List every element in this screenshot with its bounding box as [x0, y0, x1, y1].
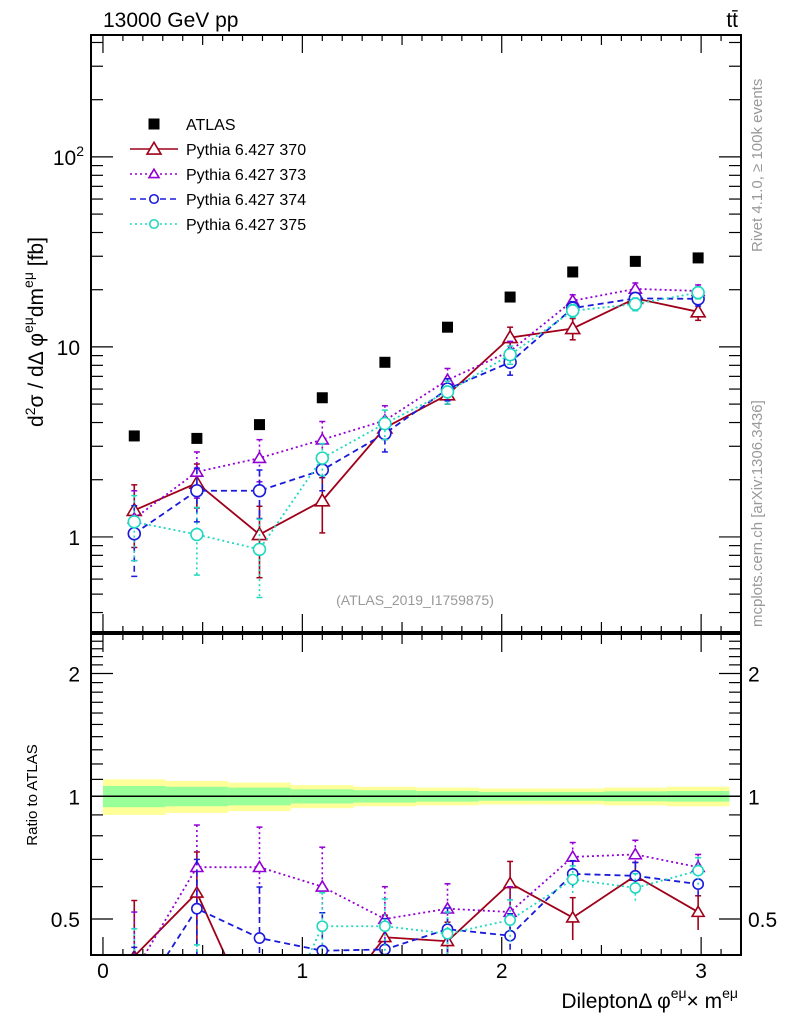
- legend-marker-atlas: [148, 118, 160, 130]
- legend-label-pythia-6-427-374: Pythia 6.427 374: [186, 192, 306, 209]
- data-point-pythia-6-427-375: [127, 515, 142, 529]
- ratio-y-tick-label-left: 1: [68, 786, 80, 809]
- ratio-point-pythia-6-427-370: [565, 910, 581, 923]
- series-line-pythia-6-427-374: [133, 297, 699, 535]
- main-plot-frame: [90, 34, 742, 633]
- data-point-pythia-6-427-374: [127, 526, 142, 541]
- ratio-point-pythia-6-427-373: [627, 847, 643, 860]
- data-point-pythia-6-427-375: [503, 347, 517, 362]
- data-point-atlas: [692, 252, 704, 264]
- ratio-point-pythia-6-427-373: [252, 859, 267, 873]
- data-point-atlas: [567, 266, 579, 278]
- main-plot-marks: [125, 252, 707, 599]
- ratio-line-pythia-6-427-375: [308, 869, 699, 955]
- legend-item-pythia-6-427-375: Pythia 6.427 375: [130, 217, 306, 234]
- data-point-pythia-6-427-375: [691, 285, 705, 300]
- data-point-pythia-6-427-374: [252, 483, 267, 498]
- header-energy-label: 13000 GeV pp: [103, 9, 238, 32]
- data-point-pythia-6-427-370: [689, 303, 707, 318]
- x-axis-label: DileptonΔ φeμ× meμ: [561, 985, 738, 1013]
- legend-item-pythia-6-427-374: Pythia 6.427 374: [130, 192, 306, 209]
- analysis-id-label: (ATLAS_2019_I1759875): [336, 592, 494, 608]
- ratio-point-pythia-6-427-370: [316, 1012, 328, 1022]
- legend-item-pythia-6-427-370: Pythia 6.427 370: [130, 140, 306, 159]
- ratio-point-pythia-6-427-373: [128, 967, 140, 977]
- main-y-axis-label: d2σ / dΔ φeμdmeμ [fb]: [20, 237, 48, 427]
- data-point-pythia-6-427-375: [315, 451, 330, 465]
- ratio-y-tick-label-right: 2: [748, 664, 760, 687]
- ratio-y-tick-label-right: 0.5: [748, 909, 777, 932]
- data-point-atlas: [128, 430, 140, 442]
- data-point-pythia-6-427-373: [252, 450, 267, 464]
- ratio-point-pythia-6-427-375: [316, 920, 329, 933]
- ratio-y-tick-label-left: 2: [68, 664, 80, 687]
- ratio-point-pythia-6-427-375: [192, 997, 202, 1007]
- legend-item-atlas: ATLAS: [148, 117, 236, 134]
- rivet-version-label: Rivet 4.1.0, ≥ 100k events: [749, 79, 766, 252]
- x-tick-label: 2: [496, 960, 508, 983]
- data-point-pythia-6-427-374: [190, 483, 204, 498]
- ratio-point-pythia-6-427-375: [566, 873, 579, 886]
- data-point-pythia-6-427-375: [252, 542, 267, 557]
- ratio-y-tick-label-left: 0.5: [51, 909, 80, 932]
- series-line-pythia-6-427-373: [133, 287, 699, 520]
- ratio-y-tick-label-right: 1: [748, 786, 760, 809]
- legend-label-pythia-6-427-373: Pythia 6.427 373: [186, 167, 306, 184]
- ratio-point-pythia-6-427-375: [629, 881, 642, 894]
- data-point-atlas: [629, 255, 641, 267]
- data-point-atlas: [191, 432, 203, 444]
- ratio-line-pythia-6-427-374: [165, 872, 699, 955]
- legend-item-pythia-6-427-373: Pythia 6.427 373: [130, 167, 306, 184]
- series-line-pythia-6-427-375: [134, 291, 699, 551]
- legend-marker-pythia-6-427-373: [147, 167, 161, 179]
- ratio-point-pythia-6-427-374: [190, 902, 203, 915]
- x-tick-label: 0: [97, 960, 109, 983]
- legend-label-atlas: ATLAS: [186, 117, 236, 134]
- x-tick-label: 1: [297, 960, 309, 983]
- data-point-pythia-6-427-375: [440, 385, 455, 399]
- y-tick-label: 102: [53, 143, 84, 170]
- data-point-atlas: [253, 419, 265, 431]
- ratio-uncertainty-bands: [91, 779, 741, 815]
- ratio-plot-marks: [128, 824, 706, 1022]
- data-point-pythia-6-427-375: [378, 416, 392, 431]
- axes: 0 1 2 3 1 10 102 0.5 0.5 1 1 2 2: [51, 35, 777, 983]
- mcplots-label: mcplots.cern.ch [arXiv:1306.3436]: [749, 400, 766, 627]
- ratio-point-pythia-6-427-375: [129, 976, 139, 986]
- ratio-point-pythia-6-427-373: [314, 879, 330, 892]
- ratio-point-pythia-6-427-375: [441, 927, 454, 940]
- ratio-point-pythia-6-427-370: [690, 904, 706, 918]
- data-point-atlas: [316, 392, 328, 404]
- legend: ATLAS Pythia 6.427 370 Pythia 6.427 373 Pyt…: [130, 117, 306, 234]
- x-tick-label: 3: [695, 960, 707, 983]
- legend-label-pythia-6-427-375: Pythia 6.427 375: [186, 217, 306, 234]
- data-point-pythia-6-427-375: [565, 303, 580, 318]
- data-point-pythia-6-427-370: [313, 492, 331, 507]
- ratio-point-pythia-6-427-375: [378, 920, 391, 933]
- legend-marker-pythia-6-427-370: [145, 140, 163, 155]
- legend-marker-pythia-6-427-374: [148, 193, 160, 205]
- data-point-atlas: [504, 291, 516, 303]
- data-point-pythia-6-427-375: [190, 527, 204, 542]
- data-point-pythia-6-427-370: [564, 320, 582, 335]
- data-point-atlas: [442, 321, 454, 333]
- header-process-label: tt̄: [726, 9, 738, 32]
- ratio-point-pythia-6-427-375: [692, 864, 705, 877]
- ratio-plot-frame: [90, 633, 742, 956]
- ratio-point-pythia-6-427-374: [129, 1001, 139, 1011]
- ratio-point-pythia-6-427-374: [253, 932, 266, 944]
- ratio-point-pythia-6-427-375: [504, 914, 517, 926]
- series-line-pythia-6-427-370: [133, 297, 699, 536]
- data-point-atlas: [379, 356, 391, 368]
- legend-label-pythia-6-427-370: Pythia 6.427 370: [186, 142, 306, 159]
- y-tick-label: 1: [68, 527, 80, 550]
- legend-marker-pythia-6-427-375: [148, 218, 160, 230]
- data-point-pythia-6-427-375: [628, 297, 643, 311]
- ratio-y-axis-label: Ratio to ATLAS: [24, 744, 41, 845]
- y-tick-label: 10: [57, 337, 80, 360]
